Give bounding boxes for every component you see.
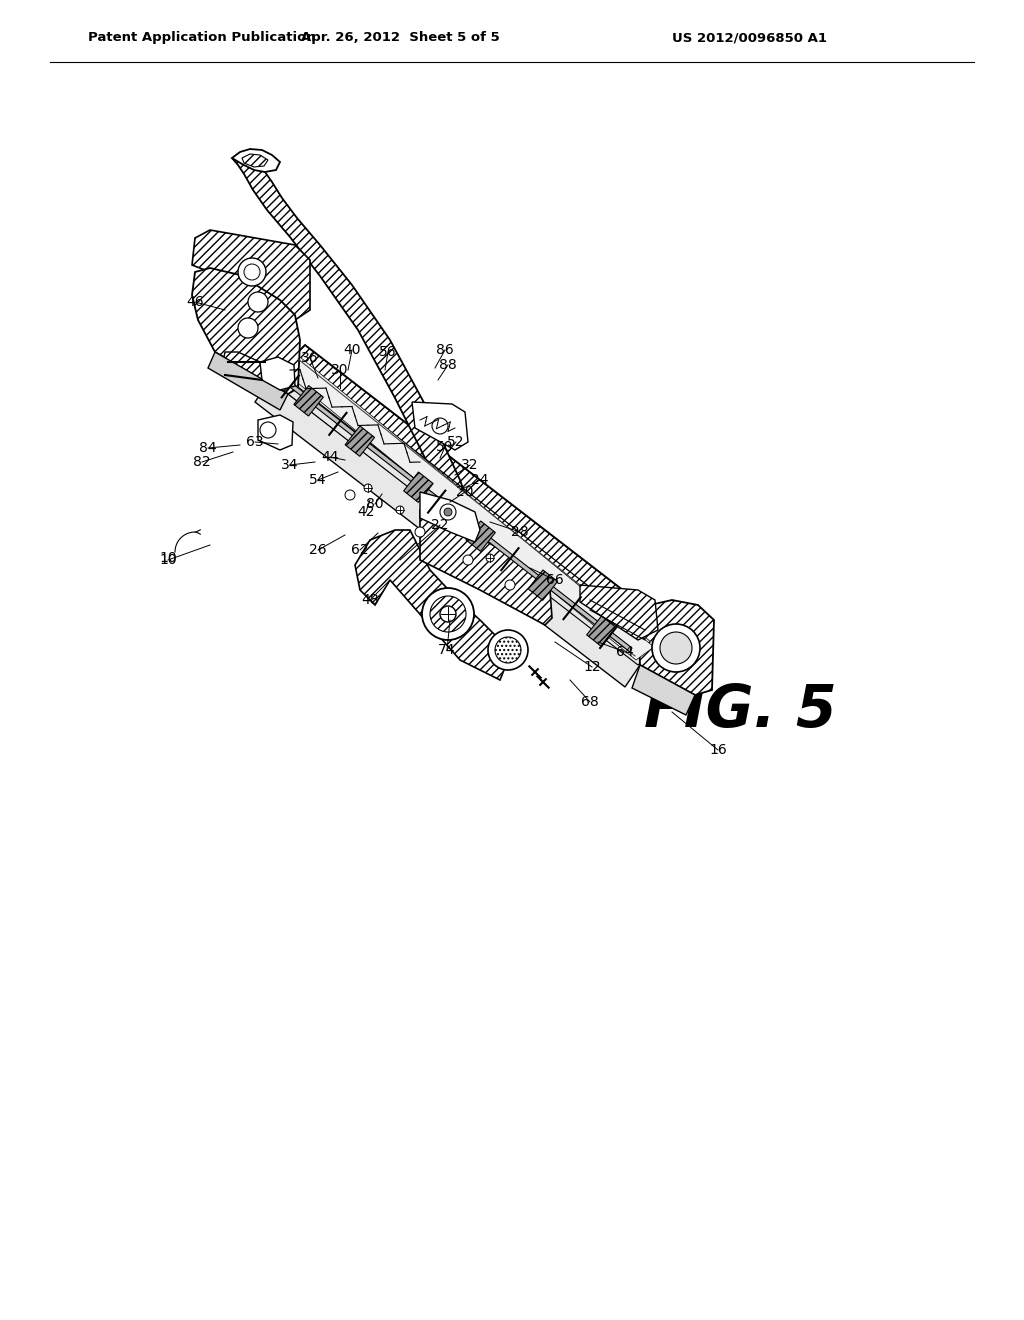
Text: 66: 66	[546, 573, 564, 587]
Polygon shape	[403, 473, 433, 503]
Polygon shape	[270, 345, 672, 665]
Text: 20: 20	[457, 484, 474, 499]
Polygon shape	[242, 154, 268, 168]
Polygon shape	[260, 356, 295, 389]
Text: 68: 68	[582, 696, 599, 709]
Circle shape	[444, 508, 452, 516]
Polygon shape	[232, 158, 492, 579]
Circle shape	[432, 418, 449, 434]
Text: 64: 64	[616, 645, 634, 659]
Text: 30: 30	[331, 363, 349, 378]
Text: 22: 22	[431, 517, 449, 532]
Circle shape	[422, 587, 474, 640]
Circle shape	[415, 527, 425, 537]
Polygon shape	[638, 601, 714, 696]
Circle shape	[463, 554, 473, 565]
Polygon shape	[208, 352, 288, 411]
Text: 86: 86	[436, 343, 454, 356]
Circle shape	[440, 504, 456, 520]
Polygon shape	[587, 616, 616, 647]
Circle shape	[260, 422, 276, 438]
Text: FIG. 5: FIG. 5	[644, 681, 837, 738]
Text: 16: 16	[710, 743, 727, 756]
Circle shape	[244, 264, 260, 280]
Polygon shape	[258, 414, 293, 450]
Polygon shape	[528, 570, 558, 601]
Text: 84: 84	[200, 441, 217, 455]
Circle shape	[660, 632, 692, 664]
Circle shape	[238, 318, 258, 338]
Text: 24: 24	[471, 473, 488, 487]
Text: 63: 63	[246, 436, 264, 449]
Text: 82: 82	[194, 455, 211, 469]
Polygon shape	[580, 585, 658, 640]
Polygon shape	[420, 510, 552, 624]
Text: 36: 36	[301, 351, 318, 366]
Circle shape	[486, 554, 494, 562]
Text: 46: 46	[186, 294, 204, 309]
Polygon shape	[466, 521, 496, 552]
Circle shape	[238, 257, 266, 286]
Polygon shape	[345, 426, 375, 457]
Text: 10: 10	[159, 550, 177, 565]
Circle shape	[345, 490, 355, 500]
Polygon shape	[412, 403, 468, 450]
Text: 32: 32	[461, 458, 479, 473]
Circle shape	[505, 579, 515, 590]
Text: 28: 28	[511, 525, 528, 539]
Text: 40: 40	[343, 343, 360, 356]
Circle shape	[248, 292, 268, 312]
Text: 26: 26	[309, 543, 327, 557]
Text: 80: 80	[367, 498, 384, 511]
Polygon shape	[193, 230, 310, 319]
Polygon shape	[420, 492, 480, 543]
Polygon shape	[268, 366, 632, 652]
Text: 10: 10	[159, 553, 177, 568]
Polygon shape	[282, 356, 654, 660]
Circle shape	[430, 597, 466, 632]
Circle shape	[488, 630, 528, 671]
Text: 62: 62	[351, 543, 369, 557]
Circle shape	[364, 484, 372, 492]
Text: 88: 88	[439, 358, 457, 372]
Text: US 2012/0096850 A1: US 2012/0096850 A1	[673, 32, 827, 45]
Circle shape	[652, 624, 700, 672]
Circle shape	[495, 638, 521, 663]
Text: 12: 12	[584, 660, 601, 675]
Text: 44: 44	[322, 450, 339, 465]
Text: Patent Application Publication: Patent Application Publication	[88, 32, 315, 45]
Text: 52: 52	[447, 436, 465, 449]
Polygon shape	[632, 665, 695, 715]
Polygon shape	[294, 385, 324, 416]
Text: 54: 54	[309, 473, 327, 487]
Text: 74: 74	[438, 643, 456, 657]
Text: 48: 48	[361, 593, 379, 607]
Text: 42: 42	[357, 506, 375, 519]
Polygon shape	[193, 268, 300, 393]
Polygon shape	[270, 367, 650, 665]
Text: 34: 34	[282, 458, 299, 473]
Polygon shape	[232, 149, 280, 172]
Text: 56: 56	[379, 345, 397, 359]
Polygon shape	[355, 531, 508, 680]
Circle shape	[396, 506, 404, 513]
Circle shape	[440, 606, 456, 622]
Text: Apr. 26, 2012  Sheet 5 of 5: Apr. 26, 2012 Sheet 5 of 5	[301, 32, 500, 45]
Polygon shape	[222, 352, 262, 392]
Polygon shape	[255, 380, 640, 686]
Text: 50: 50	[436, 440, 454, 454]
